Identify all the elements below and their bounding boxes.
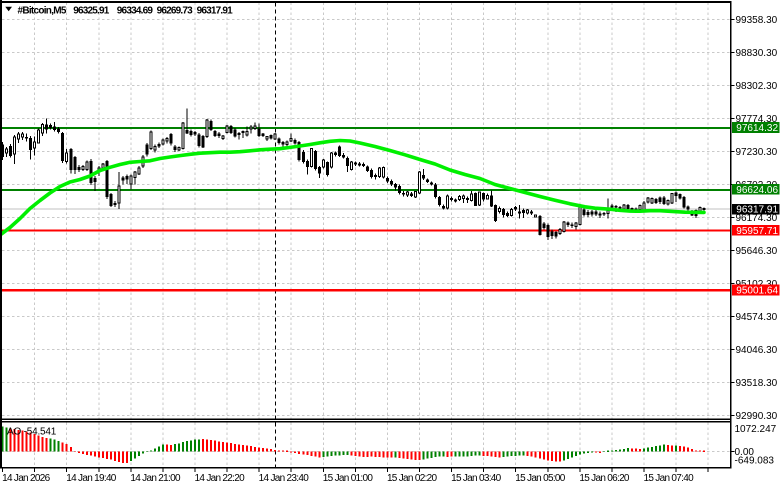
- svg-text:15 Jan 07:40: 15 Jan 07:40: [644, 473, 695, 484]
- svg-text:93518.30: 93518.30: [736, 378, 778, 389]
- svg-text:94046.30: 94046.30: [736, 345, 778, 356]
- svg-text:15 Jan 02:20: 15 Jan 02:20: [387, 473, 438, 484]
- svg-text:14 Jan 19:40: 14 Jan 19:40: [66, 473, 117, 484]
- svg-text:15 Jan 03:40: 15 Jan 03:40: [451, 473, 502, 484]
- svg-text:96317.91: 96317.91: [736, 205, 778, 216]
- svg-text:96624.06: 96624.06: [736, 185, 778, 196]
- svg-text:14 Jan 2026: 14 Jan 2026: [2, 473, 50, 484]
- svg-text:AO -54.541: AO -54.541: [7, 426, 57, 437]
- svg-text:#Bitcoin,M5: #Bitcoin,M5: [18, 6, 67, 17]
- svg-text:98830.30: 98830.30: [736, 48, 778, 59]
- svg-text:14 Jan 22:20: 14 Jan 22:20: [195, 473, 246, 484]
- svg-text:-649.083: -649.083: [735, 456, 775, 467]
- svg-text:14 Jan 21:00: 14 Jan 21:00: [130, 473, 181, 484]
- svg-text:94574.30: 94574.30: [736, 312, 778, 323]
- svg-text:97774.30: 97774.30: [736, 114, 778, 125]
- svg-text:95102.30: 95102.30: [736, 279, 778, 290]
- svg-text:95646.30: 95646.30: [736, 246, 778, 257]
- svg-text:15 Jan 01:00: 15 Jan 01:00: [323, 473, 374, 484]
- svg-text:97614.32: 97614.32: [736, 123, 778, 134]
- svg-text:96269.73: 96269.73: [157, 6, 194, 17]
- svg-text:96325.91: 96325.91: [73, 6, 110, 17]
- svg-text:96174.30: 96174.30: [736, 213, 778, 224]
- svg-text:92990.30: 92990.30: [736, 411, 778, 422]
- svg-text:15 Jan 05:00: 15 Jan 05:00: [515, 473, 566, 484]
- svg-text:96334.69: 96334.69: [117, 6, 154, 17]
- svg-text:0.00: 0.00: [735, 447, 755, 458]
- svg-text:97230.30: 97230.30: [736, 147, 778, 158]
- svg-text:1072.247: 1072.247: [735, 424, 777, 435]
- svg-text:98302.30: 98302.30: [736, 81, 778, 92]
- svg-text:96317.91: 96317.91: [197, 6, 234, 17]
- svg-text:14 Jan 23:40: 14 Jan 23:40: [259, 473, 310, 484]
- svg-text:15 Jan 06:20: 15 Jan 06:20: [579, 473, 630, 484]
- svg-text:95001.64: 95001.64: [736, 286, 778, 297]
- svg-text:99358.30: 99358.30: [736, 15, 778, 26]
- svg-text:95957.71: 95957.71: [736, 226, 778, 237]
